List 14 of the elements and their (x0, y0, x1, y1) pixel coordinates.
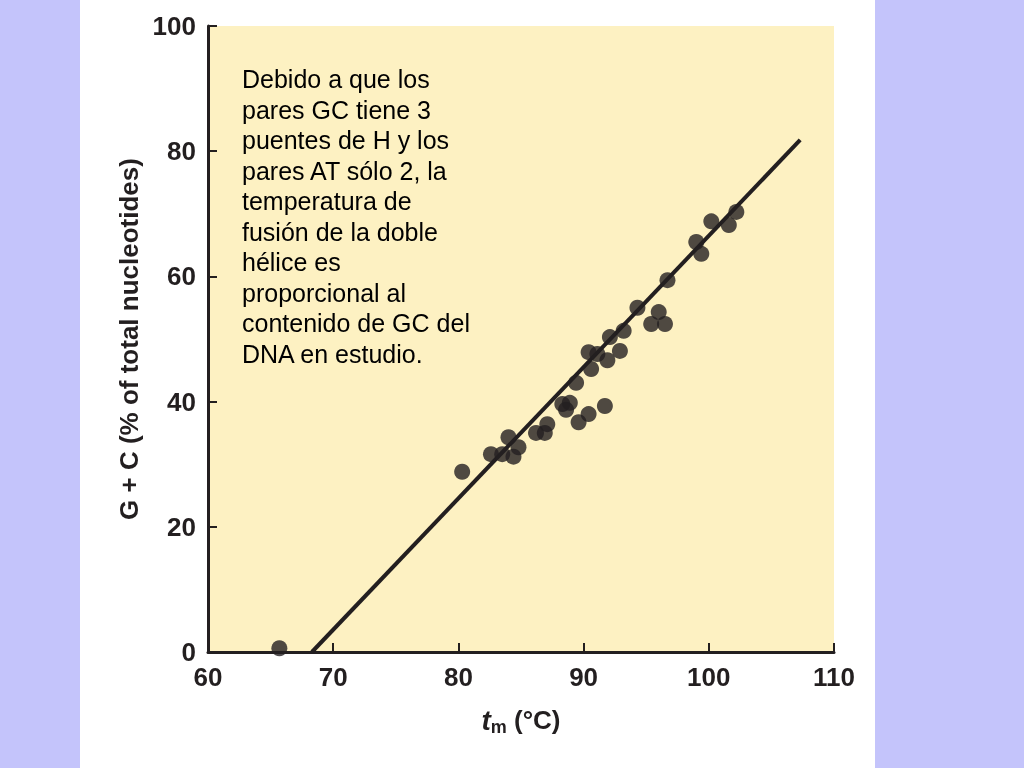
x-tick-label: 100 (687, 662, 731, 692)
y-tick-label: 100 (152, 11, 196, 41)
y-tick-label: 0 (181, 637, 196, 667)
y-tick-label: 60 (167, 261, 196, 292)
x-tick-label: 70 (318, 662, 348, 692)
y-axis-title: G + C (% of total nucleotides) (113, 158, 144, 520)
y-tick-label: 20 (167, 511, 196, 542)
x-tick-label: 80 (443, 662, 473, 692)
y-tick-label: 40 (167, 386, 196, 417)
x-tick-label: 60 (193, 662, 223, 692)
text: Debido a que los pares GC tiene 3 puentes de H y los pares AT sólo 2, la temperatura de fusión de la doble hélice es proporcional al contenido de GC del DNA en estudio. (242, 65, 470, 368)
x-tick-label: 110 (813, 662, 855, 692)
x-tick-label: 90 (569, 662, 599, 692)
y-tick-label: 80 (167, 136, 196, 167)
